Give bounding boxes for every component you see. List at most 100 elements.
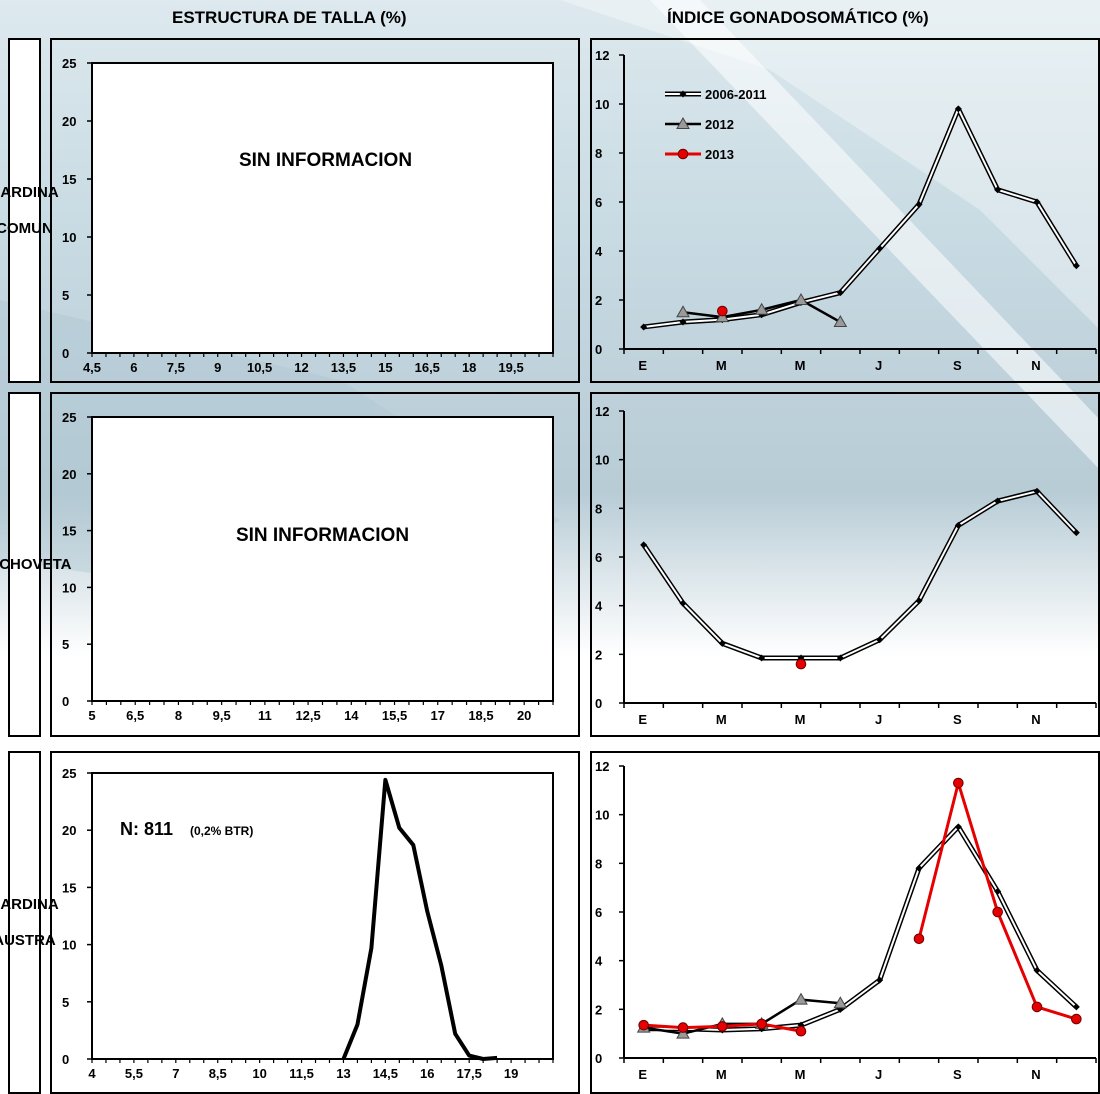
legend-label: 2006-2011 (705, 87, 766, 102)
x-tick-label: 7 (172, 1066, 179, 1081)
x-tick-label: S (953, 712, 962, 727)
triangle-marker (715, 310, 730, 323)
igs-panel-sardina-comun (590, 38, 1100, 383)
triangle-marker (833, 996, 848, 1009)
x-tick-label: E (638, 358, 647, 373)
diamond-marker (994, 497, 1002, 505)
series-line-inner (643, 107, 1078, 328)
y-tick-label: 25 (62, 410, 76, 425)
y-tick-label: 15 (62, 880, 76, 895)
diamond-marker (679, 599, 687, 607)
x-tick-label: 14,5 (373, 1066, 398, 1081)
diamond-marker (954, 521, 962, 529)
diamond-marker (1072, 262, 1080, 270)
x-tick-label: 8,5 (209, 1066, 227, 1081)
y-tick-label: 4 (595, 244, 603, 259)
species-label-anchoveta: ANCHOVETA (0, 392, 71, 737)
x-tick-label: 12,5 (295, 708, 320, 723)
x-tick-label: 14 (344, 708, 359, 723)
triangle-marker (794, 292, 808, 305)
diamond-marker (1072, 529, 1080, 537)
x-tick-label: 11 (258, 708, 272, 723)
btr-annotation: (0,2% BTR) (190, 824, 253, 838)
x-tick-label: J (875, 712, 882, 727)
x-tick-label: 17,5 (457, 1066, 482, 1081)
igs-panel-sardina-austral (590, 751, 1100, 1094)
y-tick-label: 0 (62, 694, 69, 709)
y-tick-label: 8 (595, 856, 602, 871)
diamond-marker (954, 823, 962, 831)
x-tick-label: 6,5 (126, 708, 144, 723)
y-tick-label: 6 (595, 905, 602, 920)
x-tick-label: 9 (214, 360, 221, 375)
x-tick-label: 12 (294, 360, 308, 375)
x-tick-label: J (875, 358, 882, 373)
circle-marker (638, 1019, 649, 1031)
x-tick-label: 15 (378, 360, 392, 375)
triangle-marker (794, 992, 808, 1005)
y-tick-label: 20 (62, 467, 76, 482)
y-tick-label: 0 (62, 1052, 69, 1067)
legend-diamond-marker (679, 90, 687, 98)
diamond-marker (994, 887, 1002, 895)
igs-panel-anchoveta (590, 392, 1100, 737)
x-tick-label: 13,5 (331, 360, 356, 375)
x-tick-label: 15,5 (382, 708, 407, 723)
diamond-marker (640, 323, 648, 331)
plot-area-frame (91, 62, 554, 354)
x-tick-label: 16 (420, 1066, 434, 1081)
diamond-marker (915, 200, 923, 208)
x-tick-label: E (638, 1067, 647, 1082)
circle-marker (756, 1018, 767, 1030)
y-tick-label: 15 (62, 524, 76, 539)
legend-circle-marker (677, 148, 689, 160)
y-tick-label: 10 (595, 97, 609, 112)
x-tick-label: 4 (88, 1066, 96, 1081)
legend-label: 2012 (705, 117, 734, 132)
sample-size-annotation: N: 811 (120, 819, 173, 839)
series-line-inner (642, 490, 1078, 659)
y-tick-label: 10 (595, 453, 609, 468)
diamond-marker (1033, 487, 1041, 495)
y-tick-label: 5 (62, 637, 69, 652)
diamond-marker (1033, 198, 1041, 206)
diamond-marker (640, 541, 648, 549)
legend-label: 2013 (705, 147, 734, 162)
circle-marker (717, 305, 728, 317)
circle-marker (795, 1025, 807, 1037)
triangle-marker (833, 315, 848, 328)
x-tick-label: 19,5 (498, 360, 523, 375)
x-tick-label: 7,5 (167, 360, 185, 375)
x-tick-label: 9,5 (213, 708, 231, 723)
diamond-marker (718, 639, 726, 647)
plot-area-frame (91, 772, 554, 1060)
y-tick-label: 5 (62, 995, 69, 1010)
circle-marker (992, 906, 1003, 918)
y-tick-label: 12 (595, 48, 609, 63)
diamond-marker (679, 318, 687, 326)
talla-panel-anchoveta (50, 392, 580, 737)
y-tick-label: 12 (595, 404, 609, 419)
plot-area-frame (91, 416, 554, 702)
y-tick-label: 10 (595, 808, 609, 823)
x-tick-label: N (1031, 358, 1040, 373)
y-tick-label: 10 (62, 580, 76, 595)
no-data-annotation: SIN INFORMACION (236, 525, 409, 546)
x-tick-label: M (716, 358, 727, 373)
y-tick-label: 2 (595, 1002, 602, 1017)
x-tick-label: 4,5 (83, 360, 101, 375)
x-tick-label: 18,5 (468, 708, 493, 723)
x-tick-label: E (638, 712, 647, 727)
diamond-marker (954, 105, 962, 113)
y-tick-label: 2 (595, 293, 602, 308)
x-tick-label: 8 (175, 708, 182, 723)
y-tick-label: 0 (595, 696, 602, 711)
diamond-marker (836, 289, 844, 297)
x-tick-label: 6 (130, 360, 137, 375)
species-name: SARDINA COMUN (0, 183, 59, 237)
x-tick-label: S (953, 1067, 962, 1082)
x-tick-label: 17 (431, 708, 445, 723)
